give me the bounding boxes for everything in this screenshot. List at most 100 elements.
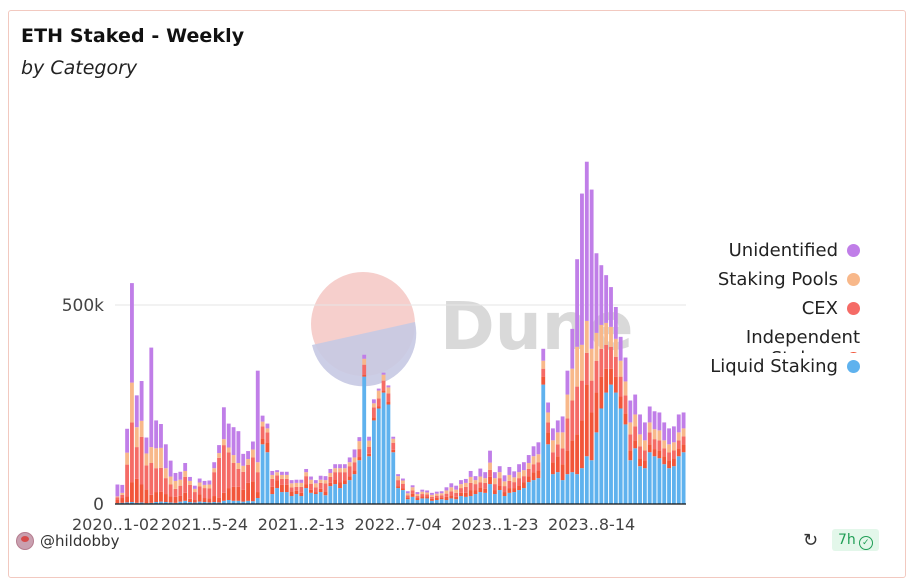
bar-segment-staking-pools[interactable] <box>381 374 386 381</box>
bar-segment-liquid-staking[interactable] <box>555 472 560 504</box>
bar-segment-liquid-staking[interactable] <box>454 499 459 504</box>
bar-segment-liquid-staking[interactable] <box>536 478 541 504</box>
bar-segment-staking-pools[interactable] <box>221 439 226 446</box>
bar-segment-cex[interactable] <box>202 488 207 499</box>
bar-segment-independent-stakers[interactable] <box>280 484 284 493</box>
bar-segment-unidentified[interactable] <box>449 483 454 488</box>
bar-segment-cex[interactable] <box>681 436 686 445</box>
bar-segment-staking-pools[interactable] <box>609 326 613 347</box>
bar-segment-liquid-staking[interactable] <box>163 502 168 504</box>
bar-segment-cex[interactable] <box>517 478 521 486</box>
bar-segment-unidentified[interactable] <box>594 253 599 333</box>
bar-segment-independent-stakers[interactable] <box>401 488 405 491</box>
bar-segment-liquid-staking[interactable] <box>580 468 584 504</box>
legend-item[interactable]: Independent Stakers <box>692 327 860 353</box>
bar-segment-independent-stakers[interactable] <box>439 497 444 500</box>
bar-segment-unidentified[interactable] <box>255 370 260 463</box>
bar-segment-independent-stakers[interactable] <box>555 456 560 473</box>
bar-segment-cex[interactable] <box>459 488 463 493</box>
bar-segment-cex[interactable] <box>449 491 454 496</box>
bar-segment-independent-stakers[interactable] <box>521 482 526 489</box>
bar-segment-independent-stakers[interactable] <box>163 494 168 503</box>
bar-segment-cex[interactable] <box>376 398 381 407</box>
bar-segment-cex[interactable] <box>217 457 221 498</box>
bar-segment-cex[interactable] <box>304 476 309 485</box>
bar-segment-independent-stakers[interactable] <box>275 480 280 489</box>
bar-segment-cex[interactable] <box>352 462 357 471</box>
bar-segment-independent-stakers[interactable] <box>604 368 609 393</box>
bar-segment-staking-pools[interactable] <box>570 368 575 401</box>
bar-segment-independent-stakers[interactable] <box>192 500 197 503</box>
bar-segment-cex[interactable] <box>207 488 212 499</box>
bar-segment-unidentified[interactable] <box>381 372 386 375</box>
bar-segment-staking-pools[interactable] <box>115 496 120 498</box>
bar-segment-unidentified[interactable] <box>309 476 313 480</box>
bar-segment-cex[interactable] <box>188 484 192 499</box>
bar-segment-unidentified[interactable] <box>270 470 275 475</box>
bar-segment-unidentified[interactable] <box>647 406 652 423</box>
bar-segment-liquid-staking[interactable] <box>512 492 517 504</box>
bar-segment-unidentified[interactable] <box>396 474 400 477</box>
bar-segment-independent-stakers[interactable] <box>168 496 173 503</box>
legend-item[interactable]: Staking Pools <box>692 269 860 295</box>
bar-segment-liquid-staking[interactable] <box>236 500 241 504</box>
bar-segment-independent-stakers[interactable] <box>125 496 130 503</box>
bar-segment-staking-pools[interactable] <box>551 440 555 453</box>
bar-segment-independent-stakers[interactable] <box>197 494 202 502</box>
bar-segment-staking-pools[interactable] <box>226 447 231 453</box>
bar-segment-staking-pools[interactable] <box>497 472 502 479</box>
bar-segment-independent-stakers[interactable] <box>188 498 192 503</box>
bar-segment-liquid-staking[interactable] <box>444 500 449 504</box>
bar-segment-unidentified[interactable] <box>275 470 280 473</box>
bar-segment-cex[interactable] <box>120 494 125 499</box>
bar-segment-cex[interactable] <box>192 492 197 501</box>
bar-segment-independent-stakers[interactable] <box>357 457 362 461</box>
bar-segment-staking-pools[interactable] <box>313 483 318 488</box>
bar-segment-unidentified[interactable] <box>613 306 618 339</box>
bar-segment-cex[interactable] <box>139 436 144 485</box>
bar-segment-independent-stakers[interactable] <box>250 481 255 502</box>
bar-segment-independent-stakers[interactable] <box>652 449 657 457</box>
bar-segment-independent-stakers[interactable] <box>599 376 604 409</box>
bar-segment-cex[interactable] <box>410 490 415 494</box>
bar-segment-cex[interactable] <box>246 465 250 483</box>
bar-segment-liquid-staking[interactable] <box>270 494 275 504</box>
legend-item[interactable]: Liquid Staking <box>692 356 860 382</box>
bar-segment-liquid-staking[interactable] <box>492 494 497 504</box>
bar-segment-staking-pools[interactable] <box>333 468 338 473</box>
bar-segment-liquid-staking[interactable] <box>130 502 134 504</box>
bar-segment-staking-pools[interactable] <box>468 476 473 483</box>
bar-segment-unidentified[interactable] <box>299 479 304 483</box>
bar-segment-staking-pools[interactable] <box>289 483 294 488</box>
bar-segment-staking-pools[interactable] <box>217 453 221 458</box>
bar-segment-staking-pools[interactable] <box>130 382 134 423</box>
bar-segment-cex[interactable] <box>226 452 231 489</box>
bar-segment-independent-stakers[interactable] <box>584 384 589 457</box>
bar-segment-independent-stakers[interactable] <box>202 498 207 503</box>
bar-segment-cex[interactable] <box>342 472 347 481</box>
author-username[interactable]: @hildobby <box>40 532 120 550</box>
bar-segment-cex[interactable] <box>323 483 328 492</box>
bar-segment-liquid-staking[interactable] <box>521 488 526 504</box>
bar-segment-unidentified[interactable] <box>473 476 478 481</box>
bar-segment-staking-pools[interactable] <box>521 470 526 477</box>
bar-segment-liquid-staking[interactable] <box>488 484 492 504</box>
bar-segment-liquid-staking[interactable] <box>188 502 192 504</box>
bar-segment-liquid-staking[interactable] <box>323 495 328 504</box>
bar-segment-liquid-staking[interactable] <box>671 466 676 504</box>
bar-segment-cex[interactable] <box>318 482 323 489</box>
bar-segment-liquid-staking[interactable] <box>212 502 217 504</box>
bar-segment-liquid-staking[interactable] <box>299 496 304 504</box>
bar-segment-liquid-staking[interactable] <box>183 500 188 504</box>
bar-segment-cex[interactable] <box>381 380 386 391</box>
bar-segment-cex[interactable] <box>536 462 541 471</box>
bar-segment-unidentified[interactable] <box>207 480 212 485</box>
bar-segment-cex[interactable] <box>163 478 168 495</box>
bar-segment-unidentified[interactable] <box>130 283 134 383</box>
bar-segment-unidentified[interactable] <box>188 476 192 481</box>
bar-segment-independent-stakers[interactable] <box>502 492 507 497</box>
bar-segment-liquid-staking[interactable] <box>638 466 642 504</box>
bar-segment-unidentified[interactable] <box>512 471 517 478</box>
bar-segment-cex[interactable] <box>275 475 280 481</box>
bar-segment-staking-pools[interactable] <box>168 476 173 485</box>
